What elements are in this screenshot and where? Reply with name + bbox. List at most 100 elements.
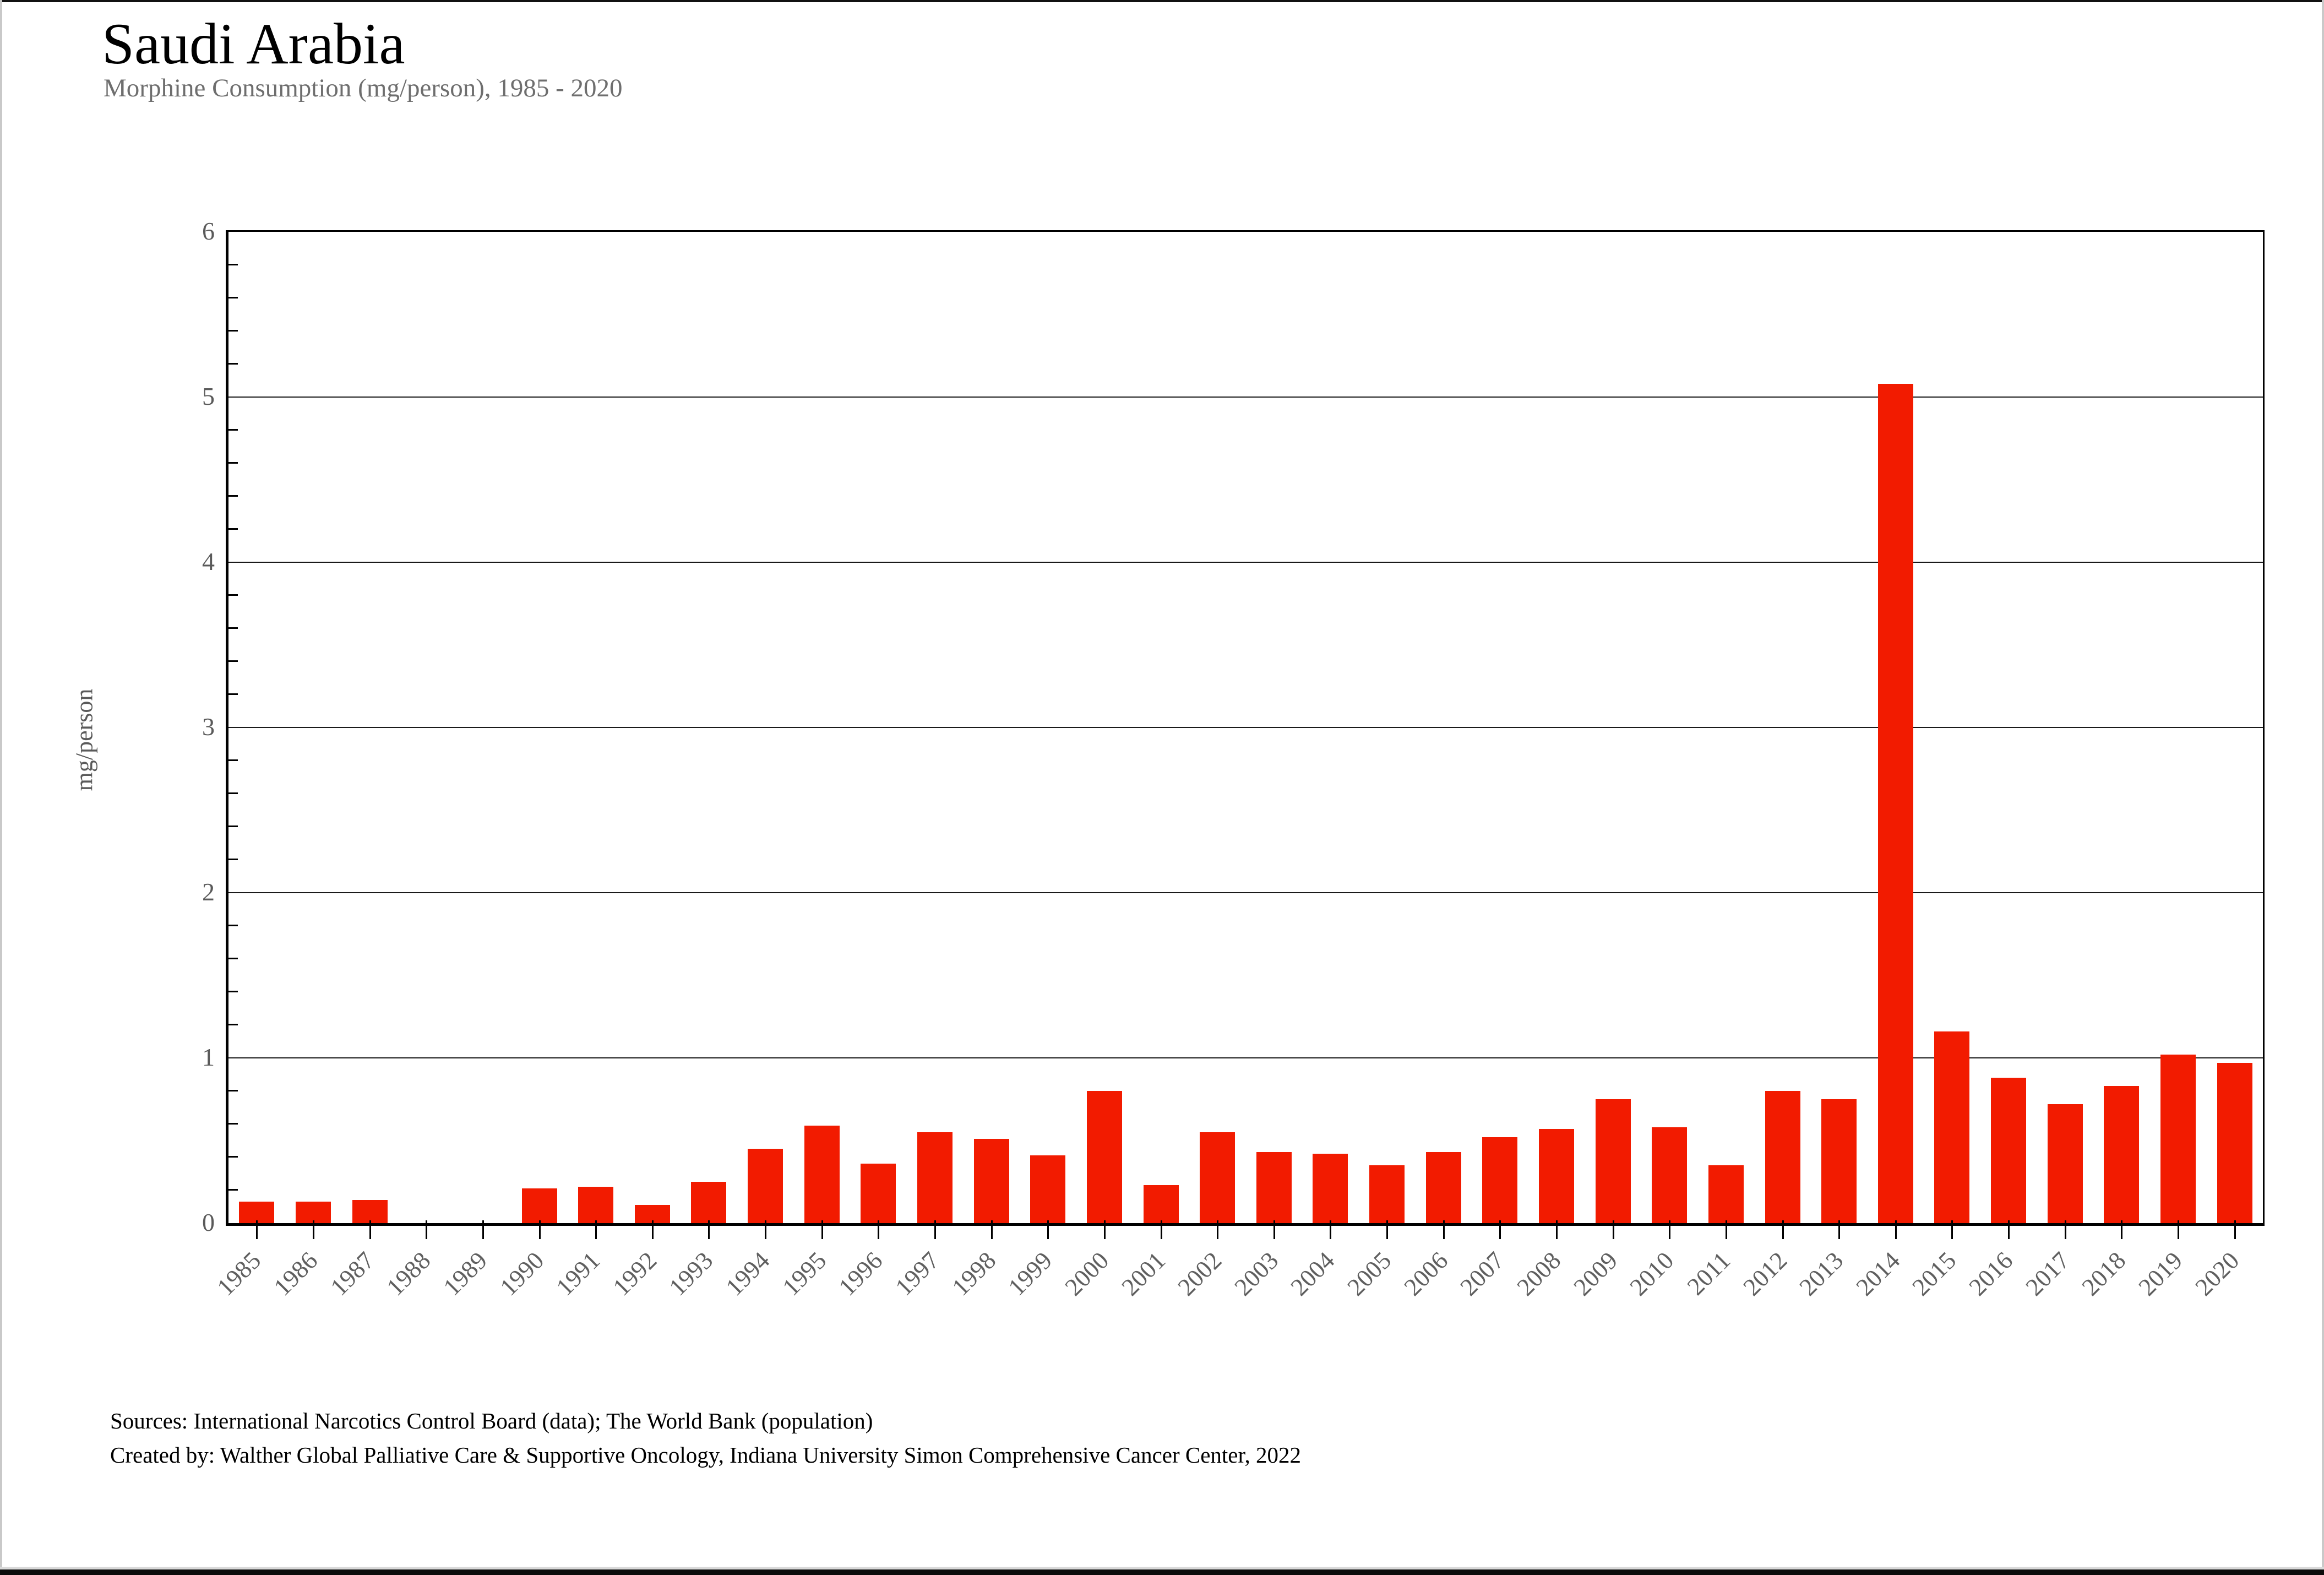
x-tick-label-2008: 2008 [1511,1246,1566,1301]
x-tick-2011 [1726,1220,1727,1239]
plot-area [226,230,2265,1239]
y-tick-label-1: 1 [202,1043,215,1071]
bar-1992 [635,1205,670,1223]
window-left-border [0,0,2,1575]
x-tick-label-2004: 2004 [1285,1246,1340,1301]
gridline-3 [228,727,2263,728]
y-tick-label-6: 6 [202,217,215,245]
x-tick-label-2007: 2007 [1455,1246,1510,1301]
y-minor-tick [228,925,238,926]
y-minor-tick [228,594,238,596]
bar-2019 [2160,1055,2196,1223]
y-minor-tick [228,991,238,992]
gridline-2 [228,892,2263,893]
x-tick-2008 [1556,1220,1558,1239]
bar-1999 [1030,1155,1065,1223]
y-minor-tick [228,759,238,761]
x-tick-1993 [708,1220,710,1239]
bar-1990 [522,1188,557,1223]
bar-1997 [917,1132,953,1223]
window-bottom-strip [0,1569,2324,1575]
x-tick-label-1993: 1993 [663,1246,719,1301]
x-tick-1994 [765,1220,766,1239]
chart-subtitle: Morphine Consumption (mg/person), 1985 -… [104,74,623,102]
x-tick-2003 [1273,1220,1275,1239]
y-minor-tick [228,660,238,662]
x-tick-2006 [1443,1220,1445,1239]
y-minor-tick [228,792,238,794]
bar-2004 [1313,1154,1348,1223]
y-tick-label-3: 3 [202,713,215,741]
x-tick-1991 [595,1220,597,1239]
chart-title: Saudi Arabia [102,12,405,76]
x-tick-label-1986: 1986 [268,1246,323,1301]
bar-2010 [1652,1127,1687,1223]
x-tick-label-2006: 2006 [1398,1246,1454,1301]
window-right-border [2322,0,2324,1575]
bar-2003 [1256,1152,1292,1223]
bar-1985 [239,1202,274,1223]
bar-2017 [2048,1104,2083,1223]
bar-2001 [1144,1185,1179,1223]
x-tick-label-1999: 1999 [1003,1246,1058,1301]
x-tick-label-1990: 1990 [494,1246,549,1301]
bar-1995 [804,1126,840,1223]
x-tick-1986 [313,1220,314,1239]
x-tick-2015 [1951,1220,1953,1239]
x-tick-label-1985: 1985 [211,1246,266,1301]
bar-2020 [2217,1063,2252,1223]
x-tick-1992 [652,1220,654,1239]
bar-2013 [1821,1099,1857,1223]
x-tick-2014 [1895,1220,1897,1239]
x-tick-2007 [1499,1220,1501,1239]
bar-1998 [974,1139,1009,1223]
x-tick-2010 [1669,1220,1670,1239]
y-minor-tick [228,859,238,860]
x-tick-label-2005: 2005 [1342,1246,1397,1301]
y-minor-tick [228,825,238,827]
y-minor-tick [228,495,238,497]
bar-2009 [1596,1099,1631,1223]
x-tick-label-1995: 1995 [777,1246,832,1301]
x-tick-1985 [256,1220,258,1239]
x-tick-label-2003: 2003 [1229,1246,1284,1301]
gridline-5 [228,397,2263,398]
x-tick-2016 [2008,1220,2010,1239]
x-tick-label-2010: 2010 [1624,1246,1679,1301]
y-tick-label-4: 4 [202,547,215,575]
x-tick-label-1988: 1988 [381,1246,436,1301]
y-minor-tick [228,363,238,365]
x-tick-label-2002: 2002 [1172,1246,1227,1301]
x-tick-1999 [1047,1220,1049,1239]
x-tick-2000 [1104,1220,1106,1239]
bar-1986 [296,1202,331,1223]
y-tick-label-0: 0 [202,1208,215,1236]
x-tick-label-1998: 1998 [946,1246,1001,1301]
x-tick-label-2015: 2015 [1907,1246,1962,1301]
sources-line: Sources: International Narcotics Control… [110,1408,873,1433]
gridline-4 [228,562,2263,563]
bar-1994 [748,1149,783,1223]
y-axis-title: mg/person [70,688,98,791]
y-minor-tick [228,1156,238,1158]
bar-1993 [691,1182,726,1223]
bar-2002 [1200,1132,1235,1223]
y-minor-tick [228,693,238,695]
bar-2014 [1878,384,1913,1223]
y-tick-label-5: 5 [202,382,215,410]
x-tick-label-2014: 2014 [1851,1246,1906,1301]
y-minor-tick [228,958,238,959]
x-tick-2019 [2178,1220,2179,1239]
x-tick-label-2020: 2020 [2190,1246,2244,1301]
bar-1987 [352,1200,388,1223]
x-tick-2002 [1217,1220,1218,1239]
y-minor-tick [228,297,238,298]
x-tick-2012 [1782,1220,1784,1239]
bar-2000 [1087,1091,1122,1223]
x-tick-label-2009: 2009 [1568,1246,1623,1301]
y-minor-tick [228,462,238,464]
bar-2016 [1991,1078,2026,1223]
x-tick-label-2016: 2016 [1963,1246,2018,1301]
window-bottom-divider [0,1567,2324,1569]
